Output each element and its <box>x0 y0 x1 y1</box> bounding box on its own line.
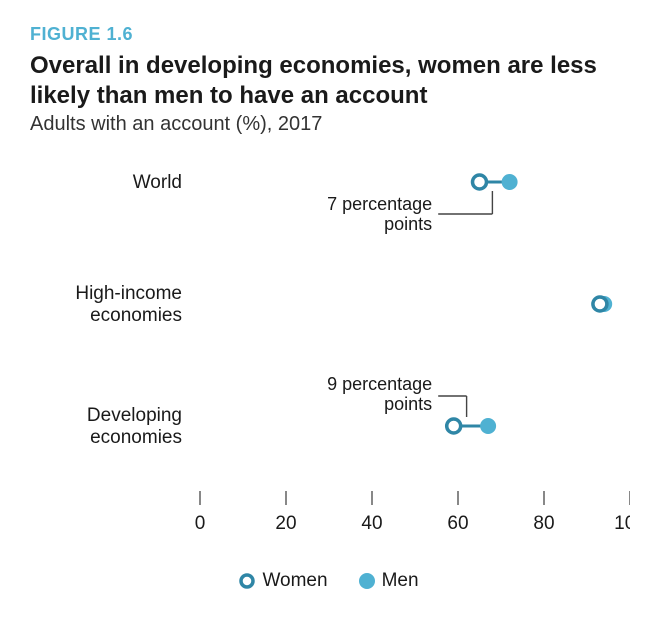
callout-text: 7 percentage <box>327 194 432 214</box>
axis-tick-label: 40 <box>361 513 382 534</box>
category-label: World <box>133 172 182 193</box>
callout-text: points <box>384 394 432 414</box>
category-label: economies <box>90 305 182 326</box>
figure-label: FIGURE 1.6 <box>30 24 627 45</box>
axis-tick-label: 100 <box>614 513 630 534</box>
figure-subtitle: Adults with an account (%), 2017 <box>30 113 627 136</box>
axis-tick-label: 80 <box>533 513 554 534</box>
women-marker <box>447 419 461 433</box>
axis-tick-label: 20 <box>275 513 296 534</box>
callout-text: points <box>384 214 432 234</box>
figure-title: Overall in developing economies, women a… <box>30 51 627 111</box>
legend-men-icon <box>358 572 376 590</box>
legend-men-label: Men <box>382 570 419 592</box>
legend: Women Men <box>30 570 627 592</box>
plot-area: World7 percentagepointsHigh-incomeeconom… <box>30 146 630 566</box>
callout-text: 9 percentage <box>327 374 432 394</box>
men-marker <box>502 174 518 190</box>
axis-tick-label: 0 <box>195 513 206 534</box>
category-label: High-income <box>75 283 182 304</box>
category-label: Developing <box>87 405 182 426</box>
figure-container: FIGURE 1.6 Overall in developing economi… <box>0 0 657 620</box>
women-marker <box>593 297 607 311</box>
axis-tick-label: 60 <box>447 513 468 534</box>
men-marker <box>480 418 496 434</box>
women-marker <box>473 175 487 189</box>
category-label: economies <box>90 427 182 448</box>
legend-men: Men <box>358 570 419 592</box>
chart-svg: World7 percentagepointsHigh-incomeeconom… <box>30 146 630 566</box>
legend-women-icon <box>238 572 256 590</box>
legend-women-label: Women <box>262 570 327 592</box>
legend-women: Women <box>238 570 327 592</box>
